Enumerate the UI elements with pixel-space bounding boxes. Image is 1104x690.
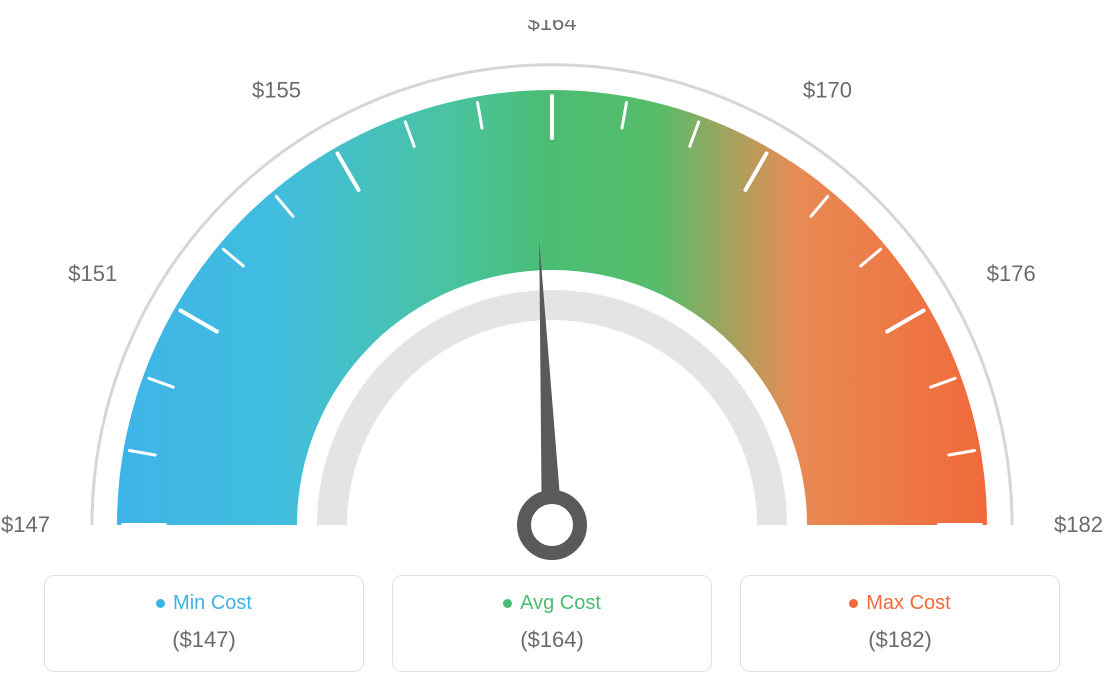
dot-icon-avg — [503, 599, 512, 608]
legend-card-min: Min Cost ($147) — [44, 575, 364, 672]
gauge-svg: $147 $151 $155 $164 $170 $176 $182 — [0, 20, 1104, 580]
legend-label-avg: Avg Cost — [520, 592, 601, 615]
svg-text:$147: $147 — [1, 512, 50, 537]
svg-text:$170: $170 — [803, 77, 852, 102]
legend-value-avg: ($164) — [403, 627, 701, 653]
legend-title-max: Max Cost — [849, 592, 950, 615]
legend-title-min: Min Cost — [156, 592, 252, 615]
svg-text:$151: $151 — [68, 261, 117, 286]
dot-icon-max — [849, 599, 858, 608]
svg-text:$176: $176 — [987, 261, 1036, 286]
svg-text:$164: $164 — [528, 20, 577, 35]
legend-title-avg: Avg Cost — [503, 592, 601, 615]
dot-icon-min — [156, 599, 165, 608]
cost-gauge-widget: $147 $151 $155 $164 $170 $176 $182 Min Cost ($… — [0, 0, 1104, 690]
svg-text:$155: $155 — [252, 77, 301, 102]
legend-row: Min Cost ($147) Avg Cost ($164) Max Cost… — [0, 575, 1104, 672]
legend-card-max: Max Cost ($182) — [740, 575, 1060, 672]
legend-label-min: Min Cost — [173, 592, 252, 615]
gauge-area: $147 $151 $155 $164 $170 $176 $182 — [0, 0, 1104, 570]
legend-value-min: ($147) — [55, 627, 353, 653]
svg-text:$182: $182 — [1054, 512, 1103, 537]
legend-card-avg: Avg Cost ($164) — [392, 575, 712, 672]
legend-value-max: ($182) — [751, 627, 1049, 653]
legend-label-max: Max Cost — [866, 592, 950, 615]
